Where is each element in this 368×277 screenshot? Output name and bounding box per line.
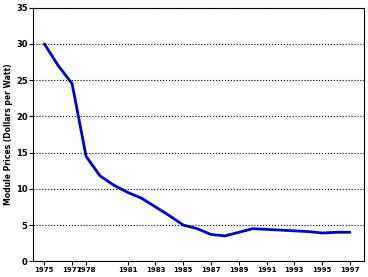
Y-axis label: Module Prices (Dollars per Watt): Module Prices (Dollars per Watt)	[4, 64, 13, 205]
